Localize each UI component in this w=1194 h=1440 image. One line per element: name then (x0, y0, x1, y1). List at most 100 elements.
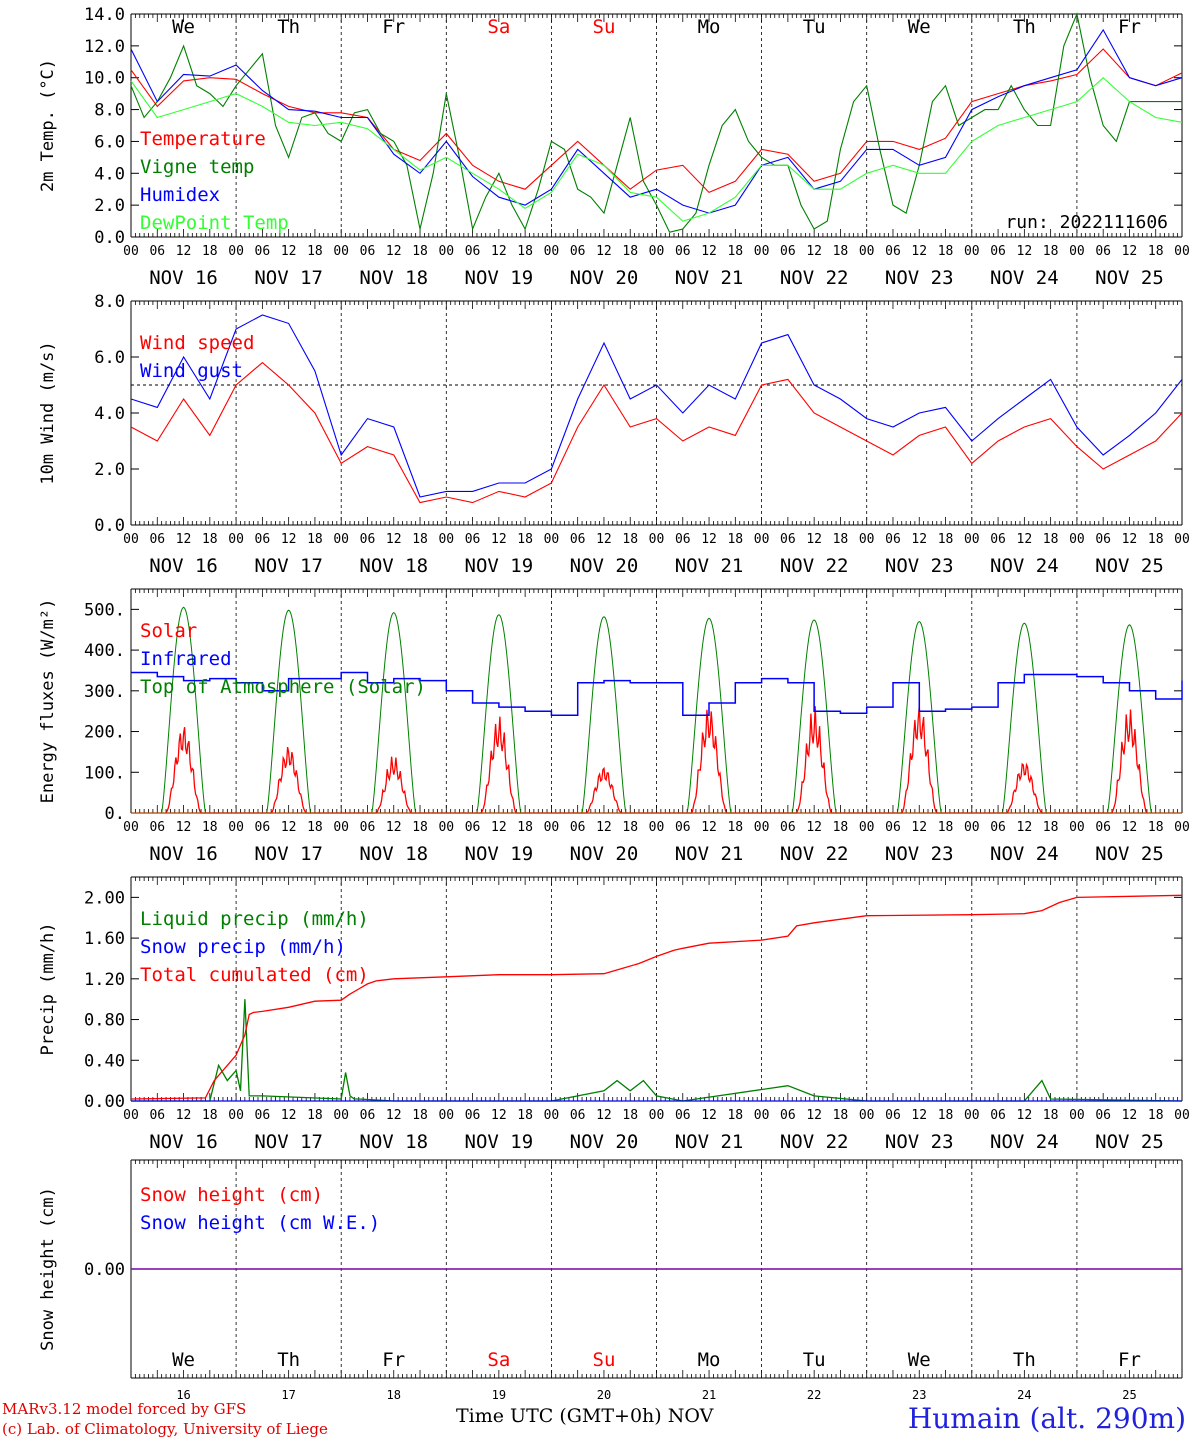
y-tick-label: 0.0 (94, 228, 125, 248)
hour-tick-label: 18 (938, 1108, 954, 1123)
date-label: NOV 17 (254, 555, 323, 577)
run-label: run: 2022111606 (1005, 212, 1168, 233)
hour-tick-label: 06 (360, 244, 376, 259)
y-tick-label: 0.80 (84, 1011, 125, 1031)
hour-tick-label: 00 (859, 820, 875, 835)
hour-tick-label: 18 (1148, 532, 1164, 547)
weekday-label-top: We (172, 16, 195, 38)
legend: Temperature Vigne temp Humidex DewPoint Tem… (140, 128, 289, 234)
legend-entry: Snow height (cm) (140, 1184, 323, 1206)
hour-tick-label: 18 (202, 244, 218, 259)
date-label: NOV 18 (359, 843, 428, 865)
weekday-label-top: Fr (1118, 16, 1141, 38)
hour-tick-label: 18 (622, 532, 638, 547)
hour-tick-label: 00 (544, 244, 560, 259)
y-tick-label: 2.0 (94, 196, 125, 216)
hour-tick-label: 12 (176, 532, 192, 547)
hour-tick-label: 18 (727, 244, 743, 259)
hour-tick-label: 00 (438, 532, 454, 547)
hour-tick-label: 12 (911, 532, 927, 547)
hour-tick-label: 00 (1069, 820, 1085, 835)
weekday-label-bottom: Fr (382, 1349, 405, 1371)
hour-tick-label: 12 (596, 820, 612, 835)
hour-tick-label: 06 (675, 244, 691, 259)
date-label: NOV 20 (570, 555, 639, 577)
hour-tick-label: 12 (701, 532, 717, 547)
hour-tick-label: 12 (176, 1108, 192, 1123)
panel-0-frame (130, 13, 1183, 238)
hour-tick-label: 00 (754, 820, 770, 835)
hour-tick-label: 18 (1043, 1108, 1059, 1123)
weekday-label-top: Mo (698, 16, 721, 38)
date-label: NOV 16 (149, 1131, 218, 1153)
hour-tick-label: 06 (570, 244, 586, 259)
hour-tick-label: 00 (333, 532, 349, 547)
y-tick-label: 4.0 (94, 404, 125, 424)
hour-tick-label: 12 (596, 1108, 612, 1123)
hour-tick-label: 00 (1174, 532, 1190, 547)
y-tick-label: 2.00 (84, 888, 125, 908)
hour-tick-label: 00 (228, 244, 244, 259)
hour-tick-label: 00 (228, 532, 244, 547)
y-axis-label: Snow height (cm) (38, 1187, 58, 1351)
hour-tick-label: 06 (780, 1108, 796, 1123)
hour-tick-label: 18 (202, 1108, 218, 1123)
hour-tick-label: 00 (1069, 532, 1085, 547)
legend-entry: DewPoint Temp (140, 212, 289, 234)
day-number-label: 20 (597, 1388, 611, 1402)
hour-tick-label: 06 (885, 532, 901, 547)
hour-tick-label: 00 (1069, 244, 1085, 259)
y-tick-label: 300. (84, 682, 125, 702)
day-number-label: 21 (702, 1388, 716, 1402)
hour-tick-label: 00 (438, 244, 454, 259)
legend: Liquid precip (mm/h) Snow precip (mm/h) To… (140, 908, 369, 986)
date-label: NOV 16 (149, 555, 218, 577)
hour-tick-label: 00 (123, 820, 139, 835)
date-label: NOV 25 (1095, 843, 1164, 865)
hour-tick-label: 00 (544, 820, 560, 835)
hour-tick-label: 06 (360, 1108, 376, 1123)
hour-tick-label: 12 (806, 244, 822, 259)
legend-entry: Liquid precip (mm/h) (140, 908, 369, 930)
y-tick-label: 0.0 (94, 516, 125, 536)
weekday-label-top: Tu (803, 16, 826, 38)
y-tick-label: 100. (84, 763, 125, 783)
y-tick-label: 200. (84, 723, 125, 743)
series-line-infrared (131, 671, 1183, 717)
hour-tick-label: 00 (649, 244, 665, 259)
hour-tick-label: 06 (465, 244, 481, 259)
legend-entry: Snow precip (mm/h) (140, 936, 346, 958)
hour-tick-label: 06 (465, 1108, 481, 1123)
hour-tick-label: 12 (281, 532, 297, 547)
hour-tick-label: 06 (1095, 820, 1111, 835)
series-line (130, 28, 1183, 214)
y-axis-label: Precip (mm/h) (38, 922, 58, 1055)
y-tick-label: 10.0 (84, 69, 125, 89)
hour-tick-label: 18 (1148, 244, 1164, 259)
hour-tick-label: 12 (911, 1108, 927, 1123)
day-number-label: 24 (1017, 1388, 1031, 1402)
hour-tick-label: 06 (885, 820, 901, 835)
hour-tick-label: 06 (149, 244, 165, 259)
day-number-label: 16 (176, 1388, 190, 1402)
date-label: NOV 21 (675, 843, 744, 865)
weekday-label-bottom: Su (593, 1349, 616, 1371)
hour-tick-label: 00 (123, 532, 139, 547)
hour-tick-label: 06 (885, 1108, 901, 1123)
hour-tick-label: 06 (675, 532, 691, 547)
hour-tick-label: 18 (727, 532, 743, 547)
hour-tick-label: 12 (1017, 1108, 1033, 1123)
hour-tick-label: 00 (544, 1108, 560, 1123)
hour-tick-label: 00 (438, 1108, 454, 1123)
hour-tick-label: 00 (964, 532, 980, 547)
x-axis-title-text: Time UTC (GMT+0h) (456, 1405, 662, 1427)
date-label: NOV 24 (990, 555, 1059, 577)
hour-tick-label: 12 (491, 244, 507, 259)
date-label: NOV 17 (254, 267, 323, 289)
hour-tick-label: 18 (202, 820, 218, 835)
hour-tick-label: 18 (412, 1108, 428, 1123)
date-label: NOV 23 (885, 843, 954, 865)
weekday-label-top: We (908, 16, 931, 38)
date-label: NOV 19 (465, 1131, 534, 1153)
y-axis-label: Energy fluxes (W/m²) (38, 599, 58, 804)
